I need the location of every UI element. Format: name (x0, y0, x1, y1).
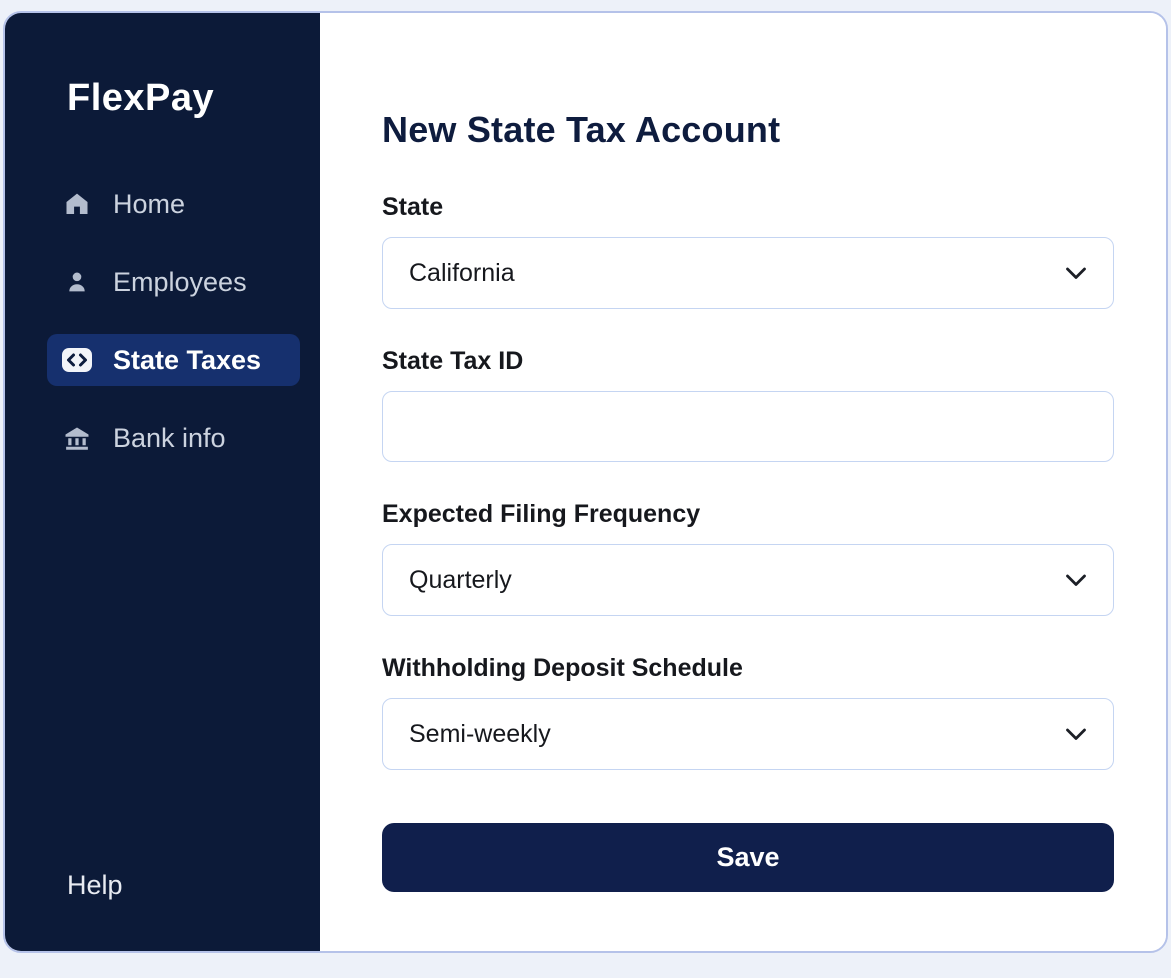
filing-frequency-field: Expected Filing Frequency Quarterly (382, 500, 1114, 616)
filing-frequency-select[interactable]: Quarterly (382, 544, 1114, 616)
sidebar-item-label: Bank info (113, 422, 226, 453)
save-button[interactable]: Save (382, 823, 1114, 892)
sidebar-item-label: Home (113, 188, 186, 219)
chevron-down-icon (1065, 574, 1087, 587)
sidebar-item-label: State Taxes (113, 344, 262, 375)
bank-icon (61, 422, 93, 454)
deposit-schedule-label: Withholding Deposit Schedule (382, 654, 743, 682)
main-content: New State Tax Account State California S… (320, 13, 1166, 951)
sidebar: FlexPay Home (5, 13, 320, 951)
brand-logo: FlexPay (67, 77, 215, 119)
state-select-value: California (409, 258, 515, 287)
sidebar-item-bank-info[interactable]: Bank info (47, 412, 300, 464)
sidebar-item-label: Employees (113, 266, 247, 297)
filing-frequency-select-value: Quarterly (409, 565, 512, 594)
state-select[interactable]: California (382, 237, 1114, 309)
sidebar-item-state-taxes[interactable]: State Taxes (47, 334, 300, 386)
deposit-schedule-select-value: Semi-weekly (409, 719, 551, 748)
app-window: FlexPay Home (3, 11, 1168, 953)
filing-frequency-label: Expected Filing Frequency (382, 500, 701, 528)
deposit-schedule-field: Withholding Deposit Schedule Semi-weekly (382, 654, 1114, 770)
state-tax-id-input[interactable] (382, 391, 1114, 462)
state-label: State (382, 193, 444, 221)
sidebar-item-employees[interactable]: Employees (47, 256, 300, 308)
chevron-down-icon (1065, 267, 1087, 280)
state-tax-id-label: State Tax ID (382, 347, 524, 375)
deposit-schedule-select[interactable]: Semi-weekly (382, 698, 1114, 770)
sidebar-item-help[interactable]: Help (67, 870, 123, 900)
page-title: New State Tax Account (382, 109, 781, 150)
code-icon (61, 344, 93, 376)
state-field: State California (382, 193, 1114, 309)
home-icon (61, 188, 93, 220)
sidebar-item-home[interactable]: Home (47, 178, 300, 230)
state-tax-id-field: State Tax ID (382, 347, 1114, 462)
chevron-down-icon (1065, 728, 1087, 741)
person-icon (61, 266, 93, 298)
sidebar-nav: Home Employees (5, 178, 320, 490)
